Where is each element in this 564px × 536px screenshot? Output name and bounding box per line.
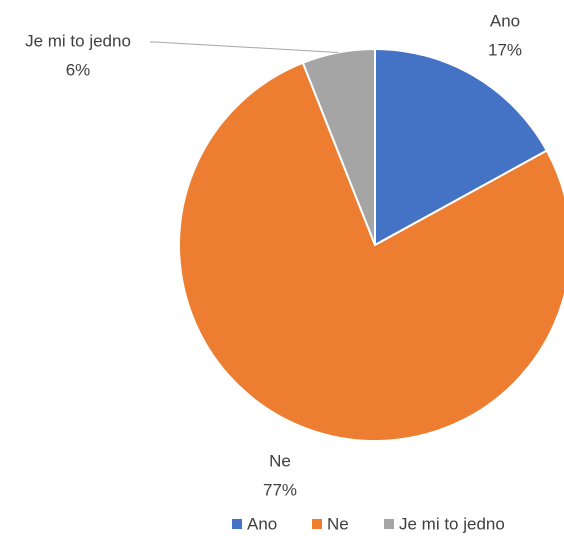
legend-label: Je mi to jedno: [399, 514, 505, 533]
data-label-category: Je mi to jedno: [25, 31, 131, 50]
legend-label: Ano: [247, 514, 277, 533]
data-label-category: Ne: [269, 451, 291, 470]
pie-slice: [301, 47, 376, 246]
data-label-value: 6%: [66, 60, 91, 79]
data-label-value: 17%: [488, 40, 522, 59]
data-label-value: 77%: [263, 480, 297, 499]
legend-label: Ne: [327, 514, 349, 533]
data-label-category: Ano: [490, 11, 520, 30]
leader-line: [150, 41, 339, 53]
legend-swatch: [384, 519, 394, 529]
legend-swatch: [232, 519, 242, 529]
pie-slice: [178, 61, 564, 442]
legend-swatch: [312, 519, 322, 529]
pie-slice: [374, 47, 549, 247]
